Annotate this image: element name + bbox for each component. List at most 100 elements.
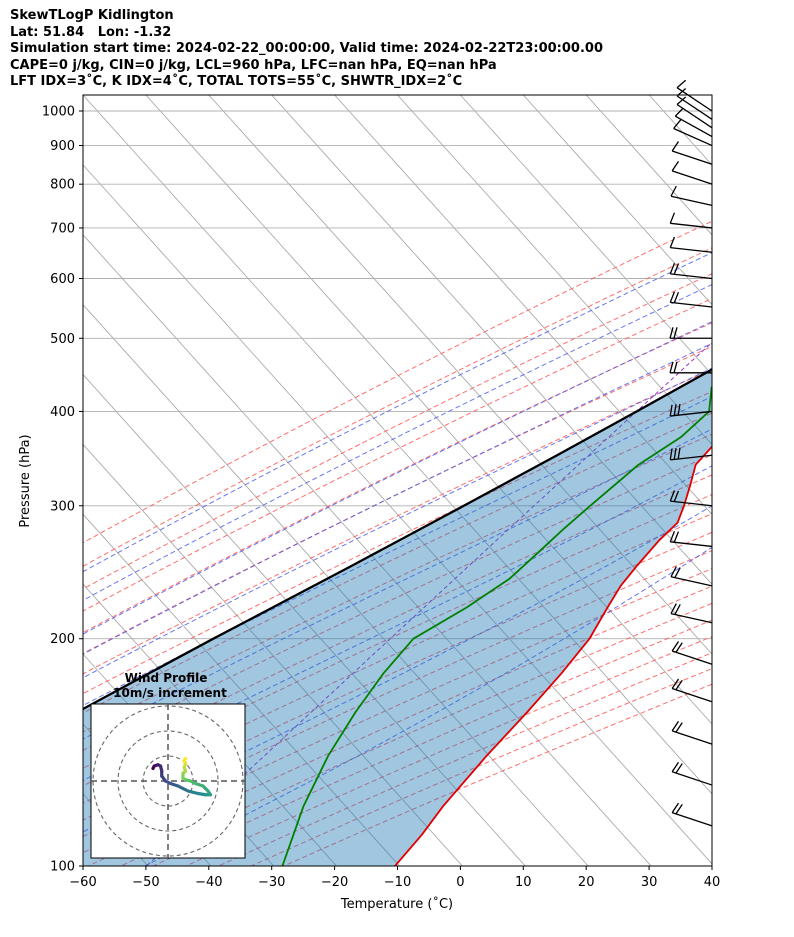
wind-barb bbox=[669, 291, 713, 308]
barb-staff bbox=[670, 273, 713, 280]
barb-staff bbox=[670, 410, 713, 417]
x-tick-label: −20 bbox=[321, 875, 348, 890]
hodograph-inset: Wind Profile 10m/s increment bbox=[90, 671, 246, 859]
barb-flag bbox=[675, 679, 683, 691]
y-axis-label: Pressure (hPa) bbox=[18, 434, 33, 527]
y-tick-label: 300 bbox=[50, 499, 75, 514]
barb-flag bbox=[671, 761, 680, 773]
x-tick-label: 40 bbox=[704, 875, 721, 890]
barb-flag bbox=[669, 490, 676, 502]
barb-flag bbox=[669, 236, 676, 248]
x-tick-label: 20 bbox=[578, 875, 595, 890]
barb-flag bbox=[669, 448, 673, 460]
barb-staff bbox=[673, 127, 713, 147]
wind-barb bbox=[671, 161, 713, 185]
x-tick-label: −10 bbox=[384, 875, 411, 890]
mixing-ratio-line bbox=[146, 341, 712, 866]
barb-flag bbox=[673, 448, 677, 460]
barb-flag bbox=[671, 802, 680, 814]
wind-barb bbox=[670, 185, 713, 206]
dry-adiabat bbox=[83, 412, 712, 714]
y-tick-label: 500 bbox=[50, 332, 75, 347]
isotherm bbox=[83, 234, 652, 866]
barb-staff bbox=[671, 150, 713, 165]
barb-staff bbox=[670, 301, 713, 308]
dry-adiabat bbox=[250, 668, 712, 866]
wind-barb bbox=[670, 603, 713, 624]
barb-staff bbox=[671, 771, 713, 786]
barb-flag bbox=[673, 327, 678, 339]
cape-line: CAPE=0 j/kg, CIN=0 j/kg, LCL=960 hPa, LF… bbox=[10, 57, 497, 73]
barb-staff bbox=[670, 576, 713, 587]
moist-adiabat bbox=[83, 342, 712, 655]
barb-flag bbox=[673, 119, 682, 129]
barb-flag bbox=[673, 404, 677, 416]
barb-staff bbox=[671, 730, 713, 745]
hodograph-subtitle: 10m/s increment bbox=[113, 686, 227, 700]
y-tick-label: 1000 bbox=[42, 104, 75, 119]
temperature-line bbox=[394, 445, 712, 866]
isotherm bbox=[460, 95, 712, 376]
moist-adiabat bbox=[83, 505, 712, 833]
barb-flag bbox=[673, 263, 680, 275]
isotherm bbox=[334, 95, 712, 516]
isotherm bbox=[83, 95, 712, 795]
barb-staff bbox=[671, 170, 713, 185]
barb-flag bbox=[669, 291, 676, 303]
barb-staff bbox=[670, 195, 713, 206]
moist-adiabat bbox=[83, 283, 712, 601]
x-tick-label: −40 bbox=[195, 875, 222, 890]
moist-adiabat bbox=[83, 428, 712, 740]
wind-barb bbox=[670, 566, 713, 587]
y-tick-label: 600 bbox=[50, 272, 75, 287]
barb-flag bbox=[671, 641, 680, 652]
barb-flag bbox=[669, 327, 674, 339]
barb-flag bbox=[675, 642, 683, 653]
moist-adiabat bbox=[83, 321, 712, 635]
barb-staff bbox=[671, 812, 713, 827]
isotherm bbox=[83, 513, 400, 866]
x-tick-label: 10 bbox=[515, 875, 532, 890]
barb-flag bbox=[674, 567, 681, 578]
wind-barb bbox=[669, 403, 713, 417]
barb-staff bbox=[670, 541, 713, 548]
dry-adiabat bbox=[83, 220, 712, 544]
y-tick-label: 700 bbox=[50, 221, 75, 236]
hodograph-plot bbox=[91, 704, 245, 858]
y-tick-label: 100 bbox=[50, 860, 75, 875]
barb-flag bbox=[669, 212, 676, 224]
barb-staff bbox=[671, 687, 713, 703]
wind-barb bbox=[671, 721, 713, 745]
x-axis-ticks: −60 −50 −40 −30 −20 −10 0 10 20 30 40 bbox=[69, 866, 720, 890]
barb-flag bbox=[677, 403, 681, 416]
x-tick-label: 0 bbox=[456, 875, 464, 890]
isotherm bbox=[145, 95, 712, 725]
barb-flag bbox=[675, 804, 683, 815]
dry-adiabat bbox=[185, 636, 712, 866]
wind-barbs bbox=[669, 79, 713, 827]
barb-staff bbox=[670, 500, 713, 507]
wind-barb bbox=[669, 361, 712, 374]
y-tick-label: 200 bbox=[50, 632, 75, 647]
barb-flag bbox=[670, 185, 677, 197]
y-tick-label: 400 bbox=[50, 405, 75, 420]
barb-flag bbox=[675, 722, 683, 733]
y-tick-label: 900 bbox=[50, 139, 75, 154]
location-line: Lat: 51.84 Lon: -1.32 bbox=[10, 24, 172, 40]
wind-barb bbox=[669, 490, 713, 507]
isotherm bbox=[83, 373, 526, 866]
x-tick-label: −50 bbox=[132, 875, 159, 890]
wind-barb bbox=[669, 530, 713, 548]
isotherm bbox=[83, 164, 712, 865]
x-tick-label: 30 bbox=[641, 875, 658, 890]
barb-flag bbox=[671, 721, 680, 732]
barb-flag bbox=[669, 530, 676, 543]
dry-adiabat bbox=[83, 568, 712, 854]
barb-flag bbox=[673, 531, 680, 543]
barb-staff bbox=[671, 650, 713, 665]
isotherm bbox=[585, 95, 712, 236]
barb-staff bbox=[670, 612, 713, 624]
barb-flag bbox=[670, 603, 677, 614]
moist-adiabat bbox=[83, 367, 712, 679]
index-line: LFT IDX=3˚C, K IDX=4˚C, TOTAL TOTS=55˚C,… bbox=[10, 74, 463, 90]
